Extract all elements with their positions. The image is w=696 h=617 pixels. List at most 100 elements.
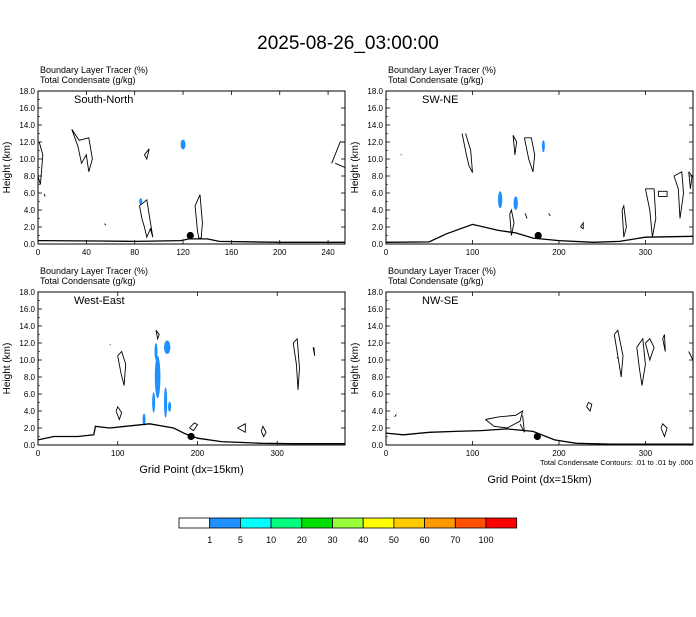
- tracer-blob: [139, 198, 143, 205]
- y-tick-label: 16.0: [19, 104, 35, 113]
- condensate-contour: [688, 171, 693, 189]
- x-tick-label: 200: [552, 248, 566, 257]
- colorbar-cell: [209, 517, 241, 529]
- x-axis-label: Grid Point (dx=15km): [487, 474, 591, 486]
- colorbar-label: 1: [207, 535, 212, 545]
- colorbar-cell: [485, 517, 518, 529]
- panel-header-tracer: Boundary Layer Tracer (%): [40, 65, 148, 75]
- terrain-line: [386, 428, 693, 445]
- y-tick-label: 10.0: [19, 155, 35, 164]
- condensate-contour: [644, 338, 655, 362]
- condensate-contour: [237, 423, 246, 434]
- x-tick-label: 80: [130, 248, 139, 257]
- x-tick-label: 0: [36, 449, 41, 458]
- plot-frame: [37, 90, 346, 245]
- y-axis-label: Height (km): [350, 142, 361, 194]
- colorbar-label: 100: [478, 535, 493, 545]
- y-tick-label: 4.0: [372, 407, 384, 416]
- colorbar-label: 40: [358, 535, 368, 545]
- tracer-blob: [168, 401, 172, 412]
- terrain-line: [386, 223, 693, 243]
- colorbar-label: 10: [266, 535, 276, 545]
- y-tick-label: 2.0: [24, 223, 36, 232]
- panel-label: SW-NE: [422, 94, 458, 106]
- tracer-blob: [513, 196, 518, 210]
- tracer-blob: [154, 343, 158, 360]
- panel-header-tracer: Boundary Layer Tracer (%): [388, 266, 496, 276]
- condensate-contour: [312, 347, 316, 356]
- condensate-contour: [144, 148, 150, 161]
- x-axis-label: Grid Point (dx=15km): [139, 464, 243, 476]
- x-tick-label: 200: [552, 449, 566, 458]
- panel-header-condensate: Total Condensate (g/kg): [388, 75, 484, 85]
- tracer-blob: [154, 355, 161, 399]
- colorbar-cell: [393, 517, 425, 529]
- condensate-contour: [616, 357, 619, 359]
- tracer-blob: [163, 387, 168, 418]
- y-tick-label: 14.0: [367, 121, 383, 130]
- panel-header-tracer: Boundary Layer Tracer (%): [40, 266, 148, 276]
- y-axis-label: Height (km): [350, 343, 361, 395]
- location-marker: [187, 432, 195, 441]
- terrain-line: [38, 238, 345, 243]
- colorbar-cell: [454, 517, 487, 529]
- y-tick-label: 14.0: [367, 322, 383, 331]
- condensate-contour: [660, 423, 668, 438]
- condensate-contour: [621, 204, 627, 238]
- condensate-contour: [636, 337, 646, 386]
- chart-title: 2025-08-26_03:00:00: [257, 33, 439, 54]
- condensate-contour: [644, 188, 657, 238]
- x-tick-label: 200: [273, 248, 287, 257]
- y-tick-label: 0.0: [24, 240, 36, 249]
- y-tick-label: 6.0: [24, 189, 36, 198]
- condensate-contour: [580, 221, 584, 230]
- y-tick-label: 4.0: [24, 407, 36, 416]
- panel-sw-ne: Boundary Layer Tracer (%)Total Condensat…: [350, 65, 694, 257]
- x-tick-label: 100: [466, 248, 480, 257]
- colorbar-cell: [301, 517, 333, 529]
- y-tick-label: 8.0: [24, 172, 36, 181]
- location-marker: [534, 231, 542, 240]
- location-marker: [186, 231, 194, 240]
- condensate-contour: [38, 141, 44, 185]
- condensate-contour: [139, 198, 154, 239]
- y-tick-label: 0.0: [24, 441, 36, 450]
- condensate-contour: [509, 208, 515, 236]
- colorbar-cell: [239, 517, 272, 529]
- panel-label: West-East: [74, 295, 125, 307]
- colorbar-cell: [424, 517, 456, 529]
- panel-header-condensate: Total Condensate (g/kg): [40, 75, 136, 85]
- panel-header-condensate: Total Condensate (g/kg): [40, 276, 136, 286]
- x-tick-label: 40: [82, 248, 91, 257]
- colorbar-label: 50: [389, 535, 399, 545]
- tracer-blob: [180, 139, 186, 150]
- y-tick-label: 14.0: [19, 121, 35, 130]
- plot-area: [38, 330, 345, 445]
- y-tick-label: 0.0: [372, 240, 384, 249]
- plot-frame: [385, 291, 694, 446]
- colorbar-cell: [270, 517, 303, 529]
- y-tick-label: 10.0: [367, 155, 383, 164]
- y-tick-label: 2.0: [24, 424, 36, 433]
- colorbar-label: 70: [450, 535, 460, 545]
- panel-south-north: Boundary Layer Tracer (%)Total Condensat…: [2, 65, 346, 257]
- y-tick-label: 2.0: [372, 223, 384, 232]
- x-tick-label: 300: [271, 449, 285, 458]
- condensate-contour: [657, 190, 668, 197]
- y-tick-label: 4.0: [24, 206, 36, 215]
- contour-footnote: Total Condensate Contours: .01 to .01 by…: [540, 458, 693, 467]
- y-tick-label: 18.0: [367, 87, 383, 96]
- tracer-blob: [142, 413, 146, 426]
- y-tick-label: 18.0: [367, 288, 383, 297]
- plot-area: [386, 329, 693, 445]
- condensate-contour: [662, 334, 666, 352]
- y-tick-label: 16.0: [367, 305, 383, 314]
- condensate-contour: [548, 213, 551, 217]
- condensate-contour: [115, 405, 123, 421]
- x-tick-label: 240: [321, 248, 335, 257]
- colorbar-label: 60: [420, 535, 430, 545]
- y-tick-label: 6.0: [372, 390, 384, 399]
- colorbar-label: 20: [297, 535, 307, 545]
